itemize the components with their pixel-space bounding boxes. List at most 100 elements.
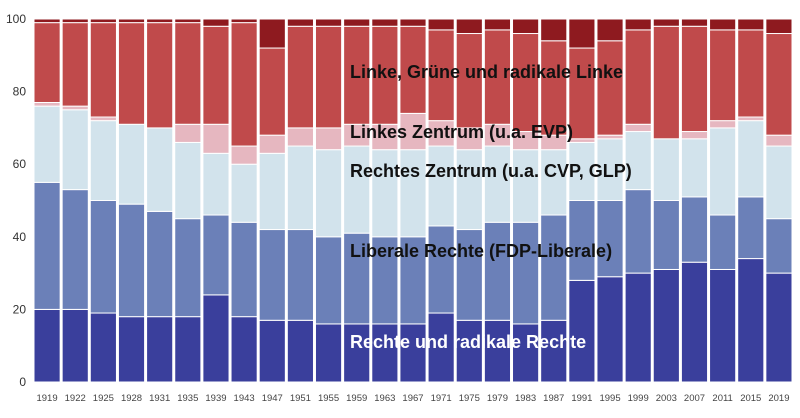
bar-segment <box>652 138 680 201</box>
bar-segment <box>174 218 202 318</box>
bar-segment <box>230 316 258 383</box>
bar-segment <box>258 152 286 231</box>
bar-segment <box>709 18 737 31</box>
x-tick-label: 1999 <box>628 393 649 404</box>
bar-segment <box>680 196 709 263</box>
x-tick-label: 2007 <box>684 393 705 404</box>
bar-segment <box>202 152 230 216</box>
bar-segment <box>343 25 371 125</box>
bar-segment <box>371 149 399 238</box>
bars <box>33 18 793 383</box>
bar-segment <box>286 18 314 27</box>
bar-segment <box>540 149 568 216</box>
bar-segment <box>89 312 117 383</box>
bar-segment <box>117 316 146 383</box>
bar-segment <box>624 29 652 125</box>
bar-segment <box>258 47 286 136</box>
bar-segment <box>33 181 61 310</box>
bar-segment <box>286 127 314 147</box>
bar-segment <box>680 138 709 198</box>
x-tick-label: 1971 <box>431 393 452 404</box>
bar-segment <box>709 29 737 122</box>
bar-segment <box>568 141 596 201</box>
bar-segment <box>737 116 765 122</box>
bar-segment <box>568 200 596 281</box>
bar-segment <box>652 200 680 270</box>
bar-segment <box>89 18 117 24</box>
bar-segment <box>286 145 314 231</box>
bar-segment <box>427 225 455 314</box>
bar-segment <box>286 229 314 321</box>
bar-segment <box>146 127 174 212</box>
bar-segment <box>399 149 427 238</box>
bar-segment <box>258 18 286 49</box>
band-label: Linke, Grüne und radikale Linke <box>350 62 623 82</box>
bar-segment <box>596 134 624 140</box>
bar-segment <box>737 18 765 31</box>
bar-segment <box>230 163 258 223</box>
x-tick-label: 2015 <box>740 393 761 404</box>
band-labels: Rechte und radikale Rechte Liberale Recht… <box>350 62 632 352</box>
bar-segment <box>399 236 427 325</box>
bar-segment <box>33 308 61 383</box>
bar-segment <box>427 312 455 383</box>
band-label: Rechte und radikale Rechte <box>350 332 586 352</box>
bar-segment <box>33 22 61 103</box>
x-tick-label: 1947 <box>262 393 283 404</box>
y-tick-label: 60 <box>13 157 27 171</box>
bar-segment <box>314 236 343 325</box>
bar-segment <box>596 18 624 42</box>
bar-segment <box>61 22 89 107</box>
bar-segment <box>765 134 793 147</box>
bar-segment <box>314 127 343 151</box>
bar-segment <box>174 316 202 383</box>
bar-segment <box>652 25 680 140</box>
x-tick-label: 1995 <box>599 393 620 404</box>
band-label: Liberale Rechte (FDP-Liberale) <box>350 241 612 261</box>
bar-segment <box>540 18 568 42</box>
bar-segment <box>230 22 258 147</box>
x-tick-label: 1963 <box>374 393 395 404</box>
bar-segment <box>314 25 343 129</box>
bar-segment <box>174 123 202 143</box>
bar-segment <box>33 101 61 107</box>
x-tick-label: 1979 <box>487 393 508 404</box>
bar-segment <box>174 22 202 125</box>
x-tick-label: 1991 <box>571 393 592 404</box>
band-label: Linkes Zentrum (u.a. EVP) <box>350 122 573 142</box>
bar-segment <box>230 145 258 165</box>
bar-segment <box>258 319 286 383</box>
x-tick-label: 1925 <box>93 393 114 404</box>
bar-segment <box>174 18 202 24</box>
bar-segment <box>399 25 427 114</box>
y-tick-label: 20 <box>13 302 27 316</box>
bar-segment <box>230 18 258 24</box>
bar-segment <box>652 18 680 27</box>
bar-segment <box>709 120 737 129</box>
bar-segment <box>343 18 371 27</box>
bar-segment <box>61 105 89 111</box>
bar-segment <box>455 33 483 129</box>
bar-segment <box>33 105 61 183</box>
bar-segment <box>624 123 652 133</box>
bar-segment <box>371 25 399 125</box>
bar-segment <box>483 29 512 125</box>
bar-segment <box>568 279 596 383</box>
x-tick-label: 1975 <box>459 393 480 404</box>
bar-segment <box>737 258 765 383</box>
bar-segment <box>117 22 146 125</box>
bar-segment <box>89 22 117 118</box>
bar-segment <box>624 189 652 274</box>
bar-segment <box>652 268 680 383</box>
bar-segment <box>89 120 117 201</box>
bar-segment <box>61 189 89 310</box>
x-tick-label: 1967 <box>402 393 423 404</box>
x-tick-label: 1951 <box>290 393 311 404</box>
bar-segment <box>343 145 371 234</box>
bar-segment <box>314 18 343 27</box>
bar-segment <box>202 294 230 383</box>
bar-segment <box>230 221 258 318</box>
bar-segment <box>709 127 737 216</box>
